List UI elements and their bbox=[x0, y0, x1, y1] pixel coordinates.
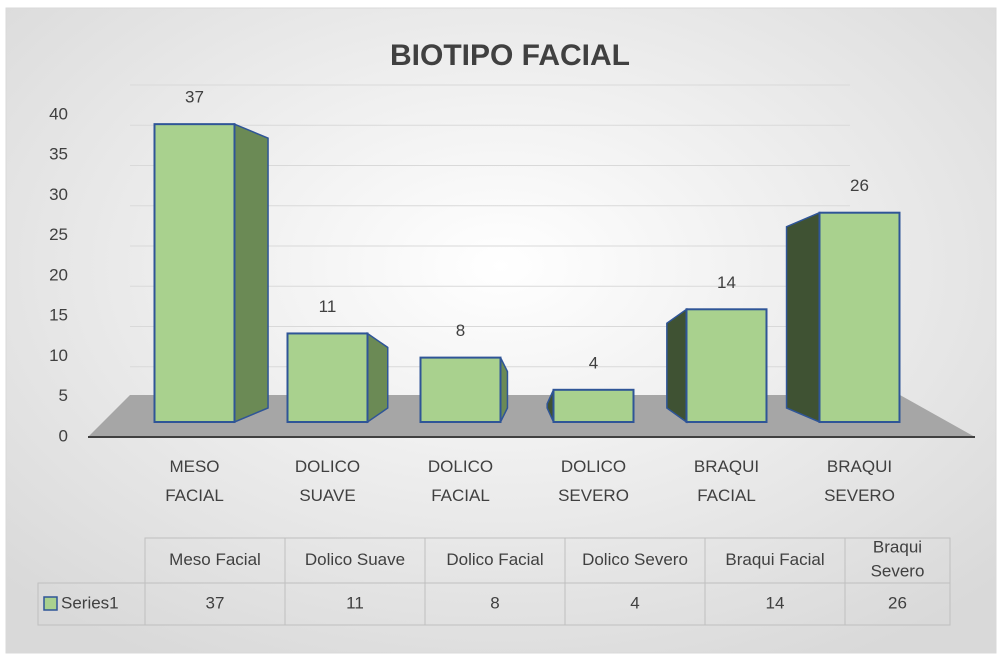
table-value: 37 bbox=[206, 593, 225, 612]
y-tick-label: 30 bbox=[49, 185, 68, 204]
table-value: 8 bbox=[490, 593, 499, 612]
x-tick-label-line: SEVERO bbox=[558, 486, 629, 505]
table-header: Meso Facial bbox=[169, 550, 261, 569]
bar bbox=[153, 123, 236, 424]
table-header: Dolico Facial bbox=[446, 550, 543, 569]
y-tick-label: 15 bbox=[49, 306, 68, 325]
bar bbox=[286, 332, 369, 424]
x-tick-label-line: BRAQUI bbox=[827, 457, 892, 476]
bar bbox=[685, 308, 768, 423]
x-tick-label-line: SEVERO bbox=[824, 486, 895, 505]
x-tick-label-line: BRAQUI bbox=[694, 457, 759, 476]
table-header: Dolico Suave bbox=[305, 550, 405, 569]
x-tick-label-line: DOLICO bbox=[561, 457, 626, 476]
x-tick-label: DOLICO SUAVE bbox=[295, 457, 360, 505]
y-tick-label: 5 bbox=[59, 386, 68, 405]
y-tick-label: 25 bbox=[49, 225, 68, 244]
data-label: 37 bbox=[185, 88, 204, 107]
table-header: Braqui Severo bbox=[871, 538, 925, 581]
bar bbox=[419, 356, 502, 424]
chart-title: BIOTIPO FACIAL bbox=[390, 39, 630, 72]
table-value: 14 bbox=[766, 593, 785, 612]
x-tick-label: DOLICO SEVERO bbox=[558, 457, 629, 505]
x-tick-label-line: MESO bbox=[169, 457, 219, 476]
x-tick-label-line: DOLICO bbox=[295, 457, 360, 476]
table-header-line: Severo bbox=[871, 562, 925, 581]
x-tick-label: MESO FACIAL bbox=[165, 457, 224, 505]
x-tick-label-line: SUAVE bbox=[299, 486, 355, 505]
x-tick-label: BRAQUI SEVERO bbox=[824, 457, 895, 505]
table-header-line: Braqui bbox=[873, 538, 922, 557]
table-header: Braqui Facial bbox=[725, 550, 824, 569]
table-value: 11 bbox=[346, 593, 364, 612]
x-tick-label: DOLICO FACIAL bbox=[428, 457, 493, 505]
y-tick-label: 10 bbox=[49, 346, 68, 365]
y-tick-label: 35 bbox=[49, 145, 68, 164]
data-label: 4 bbox=[589, 353, 598, 372]
legend-key bbox=[43, 596, 58, 611]
table-header: Dolico Severo bbox=[582, 550, 688, 569]
x-tick-label-line: FACIAL bbox=[165, 486, 224, 505]
bar-side bbox=[785, 211, 821, 424]
legend-label: Series1 bbox=[61, 593, 119, 612]
table-value: 26 bbox=[888, 593, 907, 612]
x-tick-label-line: FACIAL bbox=[697, 486, 756, 505]
y-tick-label: 0 bbox=[59, 426, 68, 445]
x-tick-label-line: FACIAL bbox=[431, 486, 490, 505]
bar bbox=[818, 211, 901, 423]
bar-side bbox=[366, 332, 389, 424]
x-tick-label-line: DOLICO bbox=[428, 457, 493, 476]
bar-side bbox=[233, 123, 269, 424]
table-value: 4 bbox=[630, 593, 639, 612]
data-label: 11 bbox=[319, 297, 337, 316]
data-label: 8 bbox=[456, 321, 465, 340]
y-tick-label: 20 bbox=[49, 265, 68, 284]
bar bbox=[552, 388, 635, 423]
data-label: 26 bbox=[850, 176, 869, 195]
y-tick-label: 40 bbox=[49, 104, 68, 123]
bar-side bbox=[666, 307, 688, 424]
x-tick-label: BRAQUI FACIAL bbox=[694, 457, 759, 505]
table-cell bbox=[844, 582, 951, 626]
data-label: 14 bbox=[717, 273, 736, 292]
